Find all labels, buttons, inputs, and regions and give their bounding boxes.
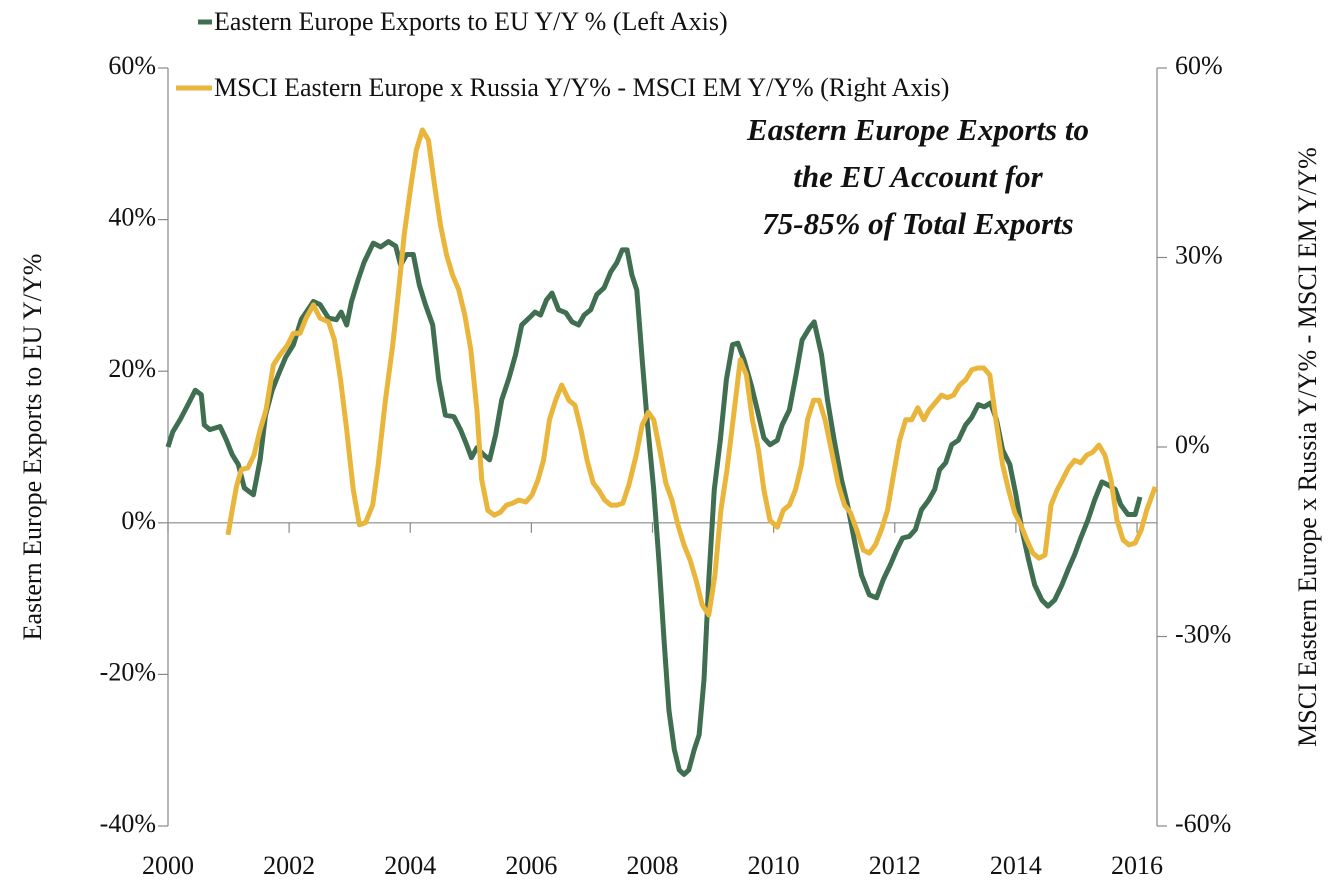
annotation: the EU Account for (793, 159, 1043, 194)
y2-tick-label: 60% (1175, 51, 1223, 80)
x-tick-label: 2012 (869, 851, 921, 880)
y2-tick-label: 30% (1175, 240, 1223, 269)
y2-tick-label: -30% (1175, 619, 1231, 648)
x-tick-label: 2016 (1111, 851, 1163, 880)
y-tick-label: -40% (100, 809, 156, 838)
x-tick-label: 2008 (627, 851, 679, 880)
series-line (225, 127, 1158, 618)
x-tick-label: 2010 (748, 851, 800, 880)
y2-tick-label: 0% (1175, 430, 1210, 459)
legend-label: MSCI Eastern Europe x Russia Y/Y% - MSCI… (214, 73, 949, 102)
x-tick-label: 2006 (505, 851, 557, 880)
annotation: Eastern Europe Exports to (746, 112, 1089, 147)
y-tick-label: 0% (121, 506, 156, 535)
annotation: 75-85% of Total Exports (762, 206, 1073, 241)
x-tick-label: 2002 (263, 851, 315, 880)
y-tick-label: 60% (108, 51, 156, 80)
y-tick-label: 20% (108, 354, 156, 383)
y-tick-label: 40% (108, 203, 156, 232)
x-tick-label: 2000 (142, 851, 194, 880)
x-tick-label: 2004 (384, 851, 436, 880)
x-tick-label: 2014 (990, 851, 1042, 880)
y2-axis-label: MSCI Eastern Europe x Russia Y/Y% - MSCI… (1293, 147, 1322, 747)
series-line (165, 239, 1143, 777)
y2-tick-label: -60% (1175, 809, 1231, 838)
y-tick-label: -20% (100, 657, 156, 686)
legend-label: Eastern Europe Exports to EU Y/Y % (Left… (214, 7, 728, 36)
y-axis-label: Eastern Europe Exports to EU Y/Y% (18, 254, 47, 641)
